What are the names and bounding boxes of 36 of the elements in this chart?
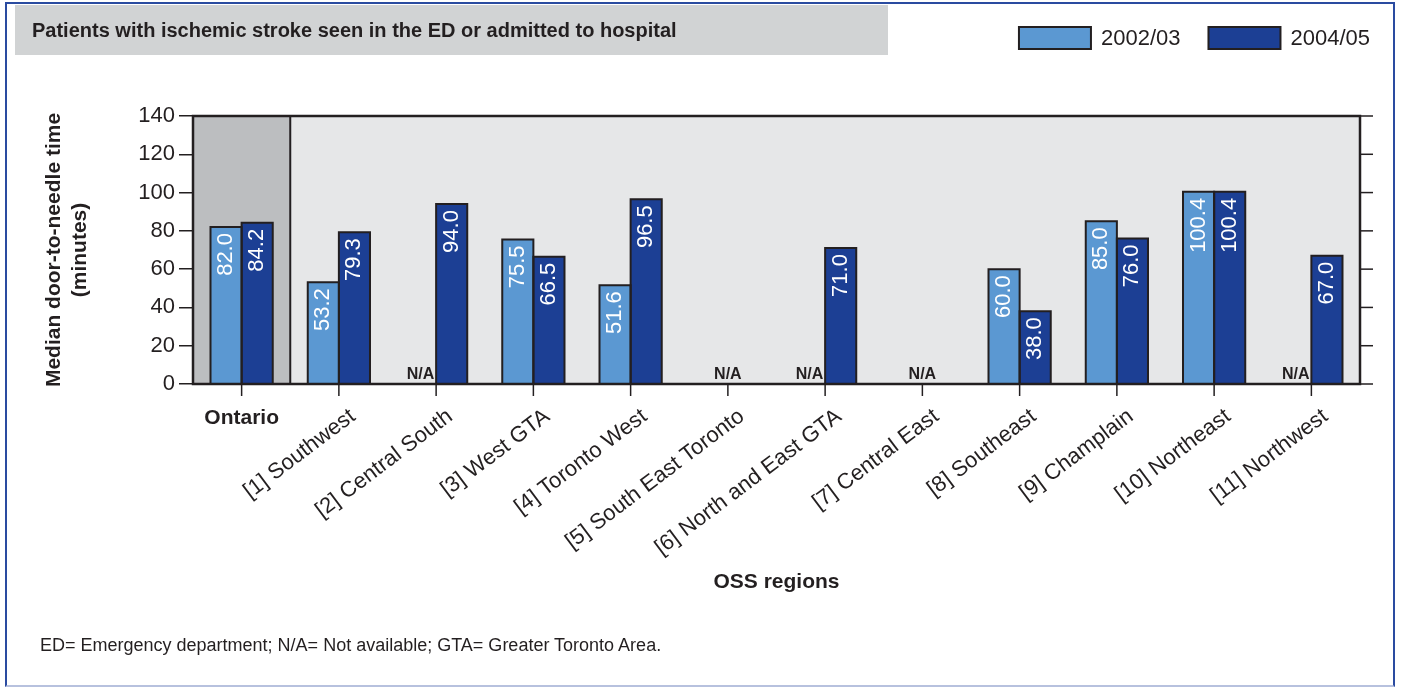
text: N/A <box>908 365 937 382</box>
legend-label: 2004/05 <box>1290 25 1371 51</box>
data-label: 53.2 <box>309 288 335 331</box>
data-label: 100.4 <box>1184 197 1210 253</box>
data-label: 85.0 <box>1087 227 1113 271</box>
data-label: 76.0 <box>1118 244 1144 288</box>
data-label: 66.5 <box>535 262 560 306</box>
text: ED= Emergency department; N/A= Not available; GTA= Greater Toronto Area. <box>40 635 662 656</box>
data-label: 60.0 <box>990 275 1016 318</box>
text: N/A <box>1282 365 1310 382</box>
text: N/A <box>795 365 824 382</box>
y-tick-label: 40 <box>150 293 175 319</box>
y-tick-label: 20 <box>150 331 175 357</box>
y-axis-title: Median door-to-needle time (minutes) <box>41 112 90 388</box>
data-label: 79.3 <box>340 238 366 282</box>
data-label: 51.6 <box>601 291 627 335</box>
data-label: 38.0 <box>1021 317 1047 361</box>
data-label: 71.0 <box>826 254 852 297</box>
y-tick-label: 120 <box>138 140 175 166</box>
text: N/A <box>714 365 742 382</box>
data-label: 100.4 <box>1215 197 1241 253</box>
data-label: 67.0 <box>1313 261 1338 305</box>
x-axis-title: OSS regions <box>713 568 840 592</box>
y-tick-label: 140 <box>138 102 175 128</box>
y-tick-label: 60 <box>150 255 175 281</box>
y-tick-label: 100 <box>138 178 175 204</box>
y-tick-label: 80 <box>150 216 175 242</box>
chart-title: Patients with ischemic stroke seen in the ED or admitted to hospital <box>15 5 888 55</box>
legend-label: 2002/03 <box>1100 25 1181 51</box>
data-label: 82.0 <box>212 233 238 276</box>
data-label: 94.0 <box>437 210 463 253</box>
text: N/A <box>406 365 435 382</box>
y-tick-label: 0 <box>162 370 175 396</box>
data-label: 84.2 <box>243 228 269 272</box>
data-label: 96.5 <box>632 205 658 249</box>
data-label: 75.5 <box>503 245 529 289</box>
